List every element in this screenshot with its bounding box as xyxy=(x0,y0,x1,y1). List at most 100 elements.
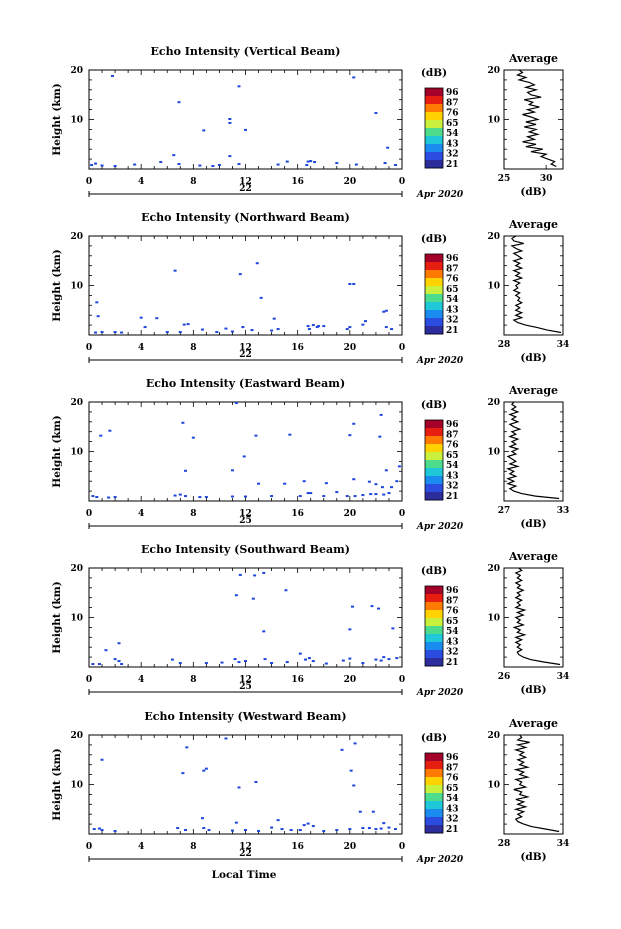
echo-pixel xyxy=(99,434,103,437)
colorbar-label: 87 xyxy=(446,430,459,440)
echo-pixel xyxy=(361,662,365,665)
echo-pixel xyxy=(387,658,391,661)
y-tick-label: 10 xyxy=(70,282,83,292)
avg-x-tick-label: 28 xyxy=(498,340,511,350)
echo-pixel xyxy=(387,826,391,829)
echo-pixel xyxy=(272,317,276,320)
echo-pixel xyxy=(202,769,206,772)
y-tick-label: 20 xyxy=(70,564,83,574)
x-tick-label: 0 xyxy=(399,509,405,519)
echo-pixel xyxy=(311,324,315,327)
avg-title: Average xyxy=(508,717,558,730)
echo-pixel xyxy=(117,660,121,663)
echo-pixel xyxy=(177,163,181,166)
echo-pixel xyxy=(309,492,313,495)
colorbar-title: (dB) xyxy=(421,67,447,79)
x-tick-label: 20 xyxy=(344,177,357,187)
colorbar-swatch xyxy=(425,444,443,453)
echo-pixel xyxy=(352,422,356,425)
echo-pixel xyxy=(178,331,182,334)
avg-title: Average xyxy=(508,384,558,397)
echo-pixel xyxy=(237,786,241,789)
echo-pixel xyxy=(276,328,280,331)
x-tick-label: 8 xyxy=(190,509,196,519)
echo-pixel xyxy=(358,810,362,813)
x-tick-label: 16 xyxy=(291,177,304,187)
echo-pixel xyxy=(283,482,287,485)
echo-pixel xyxy=(230,495,234,498)
colorbar-frame xyxy=(424,752,444,834)
echo-pixel xyxy=(211,165,215,168)
echo-pixel xyxy=(393,164,397,167)
echo-pixel xyxy=(390,328,394,331)
echo-pixel xyxy=(363,320,367,323)
echo-pixel xyxy=(139,316,143,319)
colorbar-label: 65 xyxy=(446,451,459,461)
echo-pixel xyxy=(97,663,101,666)
echo-pixel xyxy=(288,433,292,436)
echo-pixel xyxy=(241,326,245,329)
echo-pixel xyxy=(348,283,352,286)
x-tick-label: 0 xyxy=(86,509,92,519)
x-tick-label: 20 xyxy=(344,509,357,519)
echo-pixel xyxy=(204,496,208,499)
colorbar-swatch xyxy=(425,761,443,770)
echo-pixel xyxy=(298,829,302,832)
echo-pixel xyxy=(90,164,94,167)
colorbar-swatch xyxy=(425,294,443,303)
avg-y-tick-label: 10 xyxy=(487,614,500,624)
colorbar-swatch xyxy=(425,817,443,826)
colorbar-swatch xyxy=(425,96,443,105)
echo-pixel xyxy=(200,817,204,820)
colorbar-swatch xyxy=(425,492,443,501)
echo-pixel xyxy=(384,326,388,329)
echo-pixel xyxy=(361,323,365,326)
date-label: 22 xyxy=(239,849,252,859)
echo-pixel xyxy=(379,659,383,662)
echo-pixel xyxy=(262,571,266,574)
echo-pixel xyxy=(159,161,163,164)
y-tick-label: 20 xyxy=(70,398,83,408)
echo-pixel xyxy=(95,496,99,499)
echo-pixel xyxy=(270,329,274,332)
colorbar-swatch xyxy=(425,801,443,810)
colorbar-swatch xyxy=(425,460,443,469)
colorbar-swatch xyxy=(425,626,443,635)
echo-pixel xyxy=(322,325,326,328)
colorbar-label: 65 xyxy=(446,119,459,129)
echo-pixel xyxy=(91,495,95,498)
colorbar-label: 21 xyxy=(446,160,459,170)
avg-profile-line xyxy=(515,69,557,168)
colorbar-swatch xyxy=(425,809,443,818)
colorbar-swatch xyxy=(425,610,443,619)
echo-pixel xyxy=(380,486,384,489)
avg-x-label: (dB) xyxy=(520,352,546,364)
echo-pixel xyxy=(345,495,349,498)
y-axis-label: Height (km) xyxy=(51,83,63,155)
colorbar-swatch xyxy=(425,594,443,603)
x-tick-label: 12 xyxy=(239,675,252,685)
colorbar-swatch xyxy=(425,302,443,311)
avg-x-tick-label: 34 xyxy=(557,672,570,682)
echo-pixel xyxy=(397,465,401,468)
echo-pixel xyxy=(371,810,375,813)
echo-pixel xyxy=(306,160,310,163)
avg-title: Average xyxy=(508,52,558,65)
colorbar-swatch xyxy=(425,254,443,263)
colorbar-swatch xyxy=(425,286,443,295)
colorbar-swatch xyxy=(425,642,443,651)
echo-pixel xyxy=(383,162,387,165)
colorbar-swatch xyxy=(425,753,443,762)
echo-pixel xyxy=(303,658,307,661)
colorbar-swatch xyxy=(425,785,443,794)
colorbar-swatch xyxy=(425,618,443,627)
echo-pixel xyxy=(181,772,185,775)
avg-profile-line xyxy=(510,235,562,334)
y-tick-label: 10 xyxy=(70,614,83,624)
echo-pixel xyxy=(270,826,274,829)
panel-3: Echo Intensity (Southward Beam) 0 4 8 12 16 20… xyxy=(51,543,569,698)
echo-pixel xyxy=(270,495,274,498)
colorbar-swatch xyxy=(425,270,443,279)
avg-x-label: (dB) xyxy=(520,186,546,198)
echo-pixel xyxy=(113,830,117,833)
